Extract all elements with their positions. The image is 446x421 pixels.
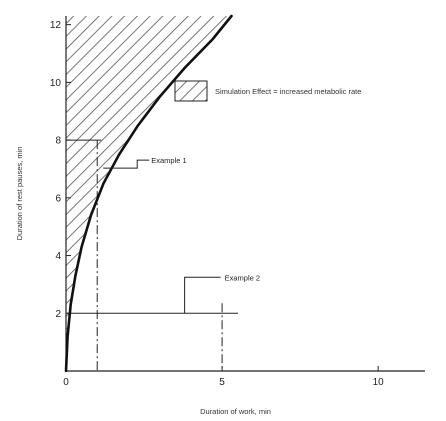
x-axis-label: Duration of work, min bbox=[200, 407, 271, 416]
legend-swatch bbox=[174, 80, 208, 102]
legend: Simulation Effect = increased metabolic … bbox=[174, 80, 361, 102]
x-tick-label: 0 bbox=[63, 377, 69, 388]
x-tick-label: 10 bbox=[373, 377, 385, 388]
annotations: Example 1 Example 2 bbox=[103, 156, 260, 314]
example-2-leader bbox=[184, 276, 221, 314]
y-tick-label: 8 bbox=[55, 136, 61, 147]
curve bbox=[64, 14, 233, 373]
example-1-leader bbox=[103, 159, 150, 169]
y-tick-label: 12 bbox=[50, 20, 62, 31]
example-2-label: Example 2 bbox=[225, 273, 260, 282]
tick-labels: 2 4 6 8 10 12 0 5 10 bbox=[50, 20, 384, 388]
y-tick-label: 6 bbox=[55, 193, 61, 204]
example-1-label: Example 1 bbox=[151, 156, 186, 165]
example-reference-lines bbox=[66, 139, 239, 371]
y-tick-label: 4 bbox=[55, 251, 61, 262]
y-tick-label: 2 bbox=[55, 309, 61, 320]
curve-line bbox=[64, 14, 233, 373]
hatched-region bbox=[66, 16, 232, 371]
y-tick-label: 10 bbox=[50, 78, 62, 89]
axis-labels: Duration of rest pauses, min Duration of … bbox=[15, 147, 271, 416]
x-tick-label: 5 bbox=[219, 377, 225, 388]
y-axis-label: Duration of rest pauses, min bbox=[15, 147, 24, 241]
legend-label: Simulation Effect = increased metabolic … bbox=[215, 87, 361, 96]
hatch-area bbox=[66, 16, 232, 371]
